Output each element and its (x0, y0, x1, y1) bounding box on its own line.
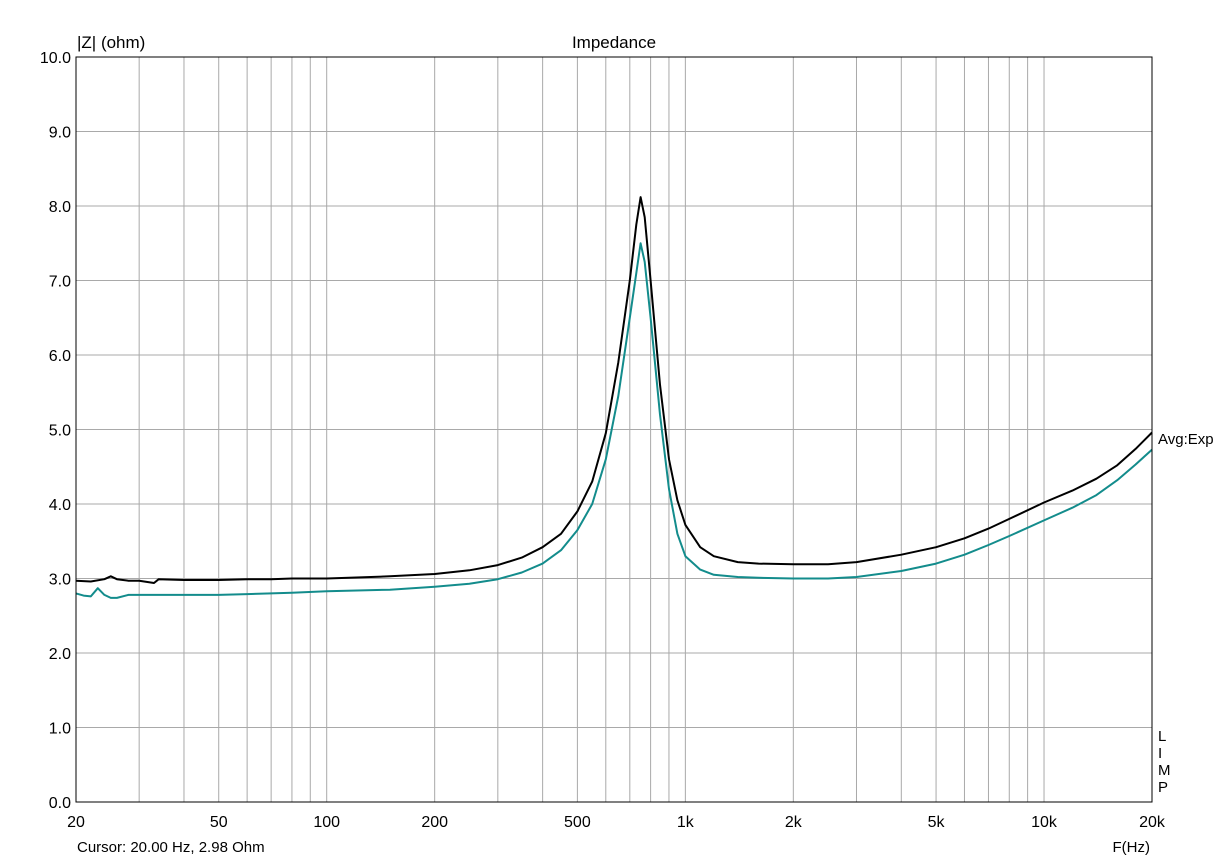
series-line-2 (75, 242, 1153, 599)
x-tick-label: 10k (1031, 814, 1058, 831)
series-label: Avg:Exp (1158, 431, 1214, 448)
y-tick-label: 3.0 (49, 572, 71, 589)
x-axis-ticks: 20 50 100 200 500 1k 2k 5k 10k 20k (67, 814, 1166, 831)
side-label-letter: P (1158, 779, 1168, 796)
x-tick-label: 5k (928, 814, 946, 831)
cursor-readout: Cursor: 20.00 Hz, 2.98 Ohm (77, 839, 265, 856)
y-tick-label: 0.0 (49, 795, 71, 812)
y-axis-label: |Z| (ohm) (77, 33, 145, 52)
x-tick-label: 50 (210, 814, 228, 831)
x-tick-label: 20k (1139, 814, 1166, 831)
series-line-1 (75, 196, 1153, 584)
y-tick-label: 7.0 (49, 274, 71, 291)
y-tick-label: 6.0 (49, 348, 71, 365)
y-tick-label: 1.0 (49, 721, 71, 738)
series-layer (75, 196, 1153, 599)
x-tick-label: 200 (421, 814, 448, 831)
x-tick-label: 1k (677, 814, 695, 831)
chart-title: Impedance (572, 33, 656, 52)
y-tick-label: 5.0 (49, 423, 71, 440)
side-label-letter: I (1158, 745, 1162, 762)
x-tick-label: 500 (564, 814, 591, 831)
side-label-letter: L (1158, 728, 1166, 745)
y-tick-label: 4.0 (49, 497, 71, 514)
plot-frame (75, 56, 1153, 803)
x-tick-label: 2k (785, 814, 803, 831)
y-tick-label: 10.0 (40, 50, 71, 67)
side-label-letter: M (1158, 762, 1171, 779)
x-axis-label: F(Hz) (1113, 839, 1151, 856)
y-tick-label: 2.0 (49, 646, 71, 663)
x-tick-label: 100 (313, 814, 340, 831)
grid (76, 56, 1152, 803)
x-tick-label: 20 (67, 814, 85, 831)
y-axis-ticks: 0.0 1.0 2.0 3.0 4.0 5.0 6.0 7.0 8.0 9.0 10.0 (40, 50, 71, 812)
y-tick-label: 9.0 (49, 125, 71, 142)
y-tick-label: 8.0 (49, 199, 71, 216)
